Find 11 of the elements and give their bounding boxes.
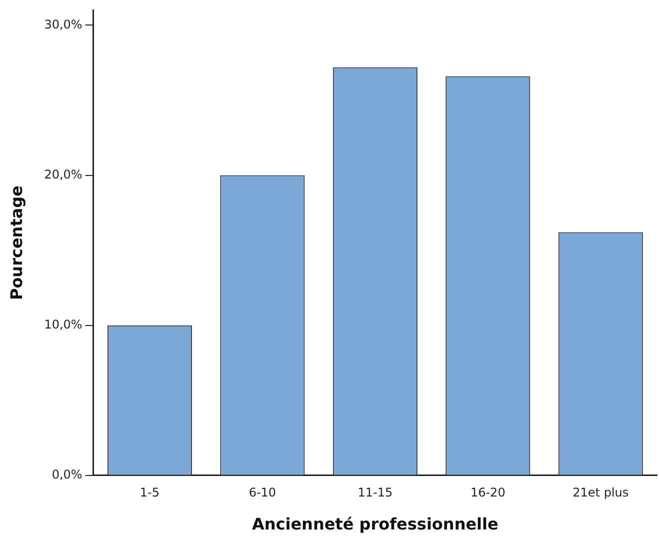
y-tick-label: 20,0% [44, 167, 82, 182]
x-tick-label: 21et plus [572, 486, 629, 500]
y-tick-label: 30,0% [44, 17, 82, 32]
x-axis-title: Ancienneté professionnelle [252, 514, 499, 534]
x-tick-label: 6-10 [248, 486, 276, 500]
x-tick-label: 1-5 [140, 486, 160, 500]
y-tick-label: 0,0% [52, 468, 82, 482]
y-tick-label: 10,0% [44, 317, 82, 332]
y-axis-title: Pourcentage [6, 185, 26, 300]
x-tick-label: 16-20 [470, 486, 506, 500]
x-tick-label: 11-15 [358, 486, 393, 500]
